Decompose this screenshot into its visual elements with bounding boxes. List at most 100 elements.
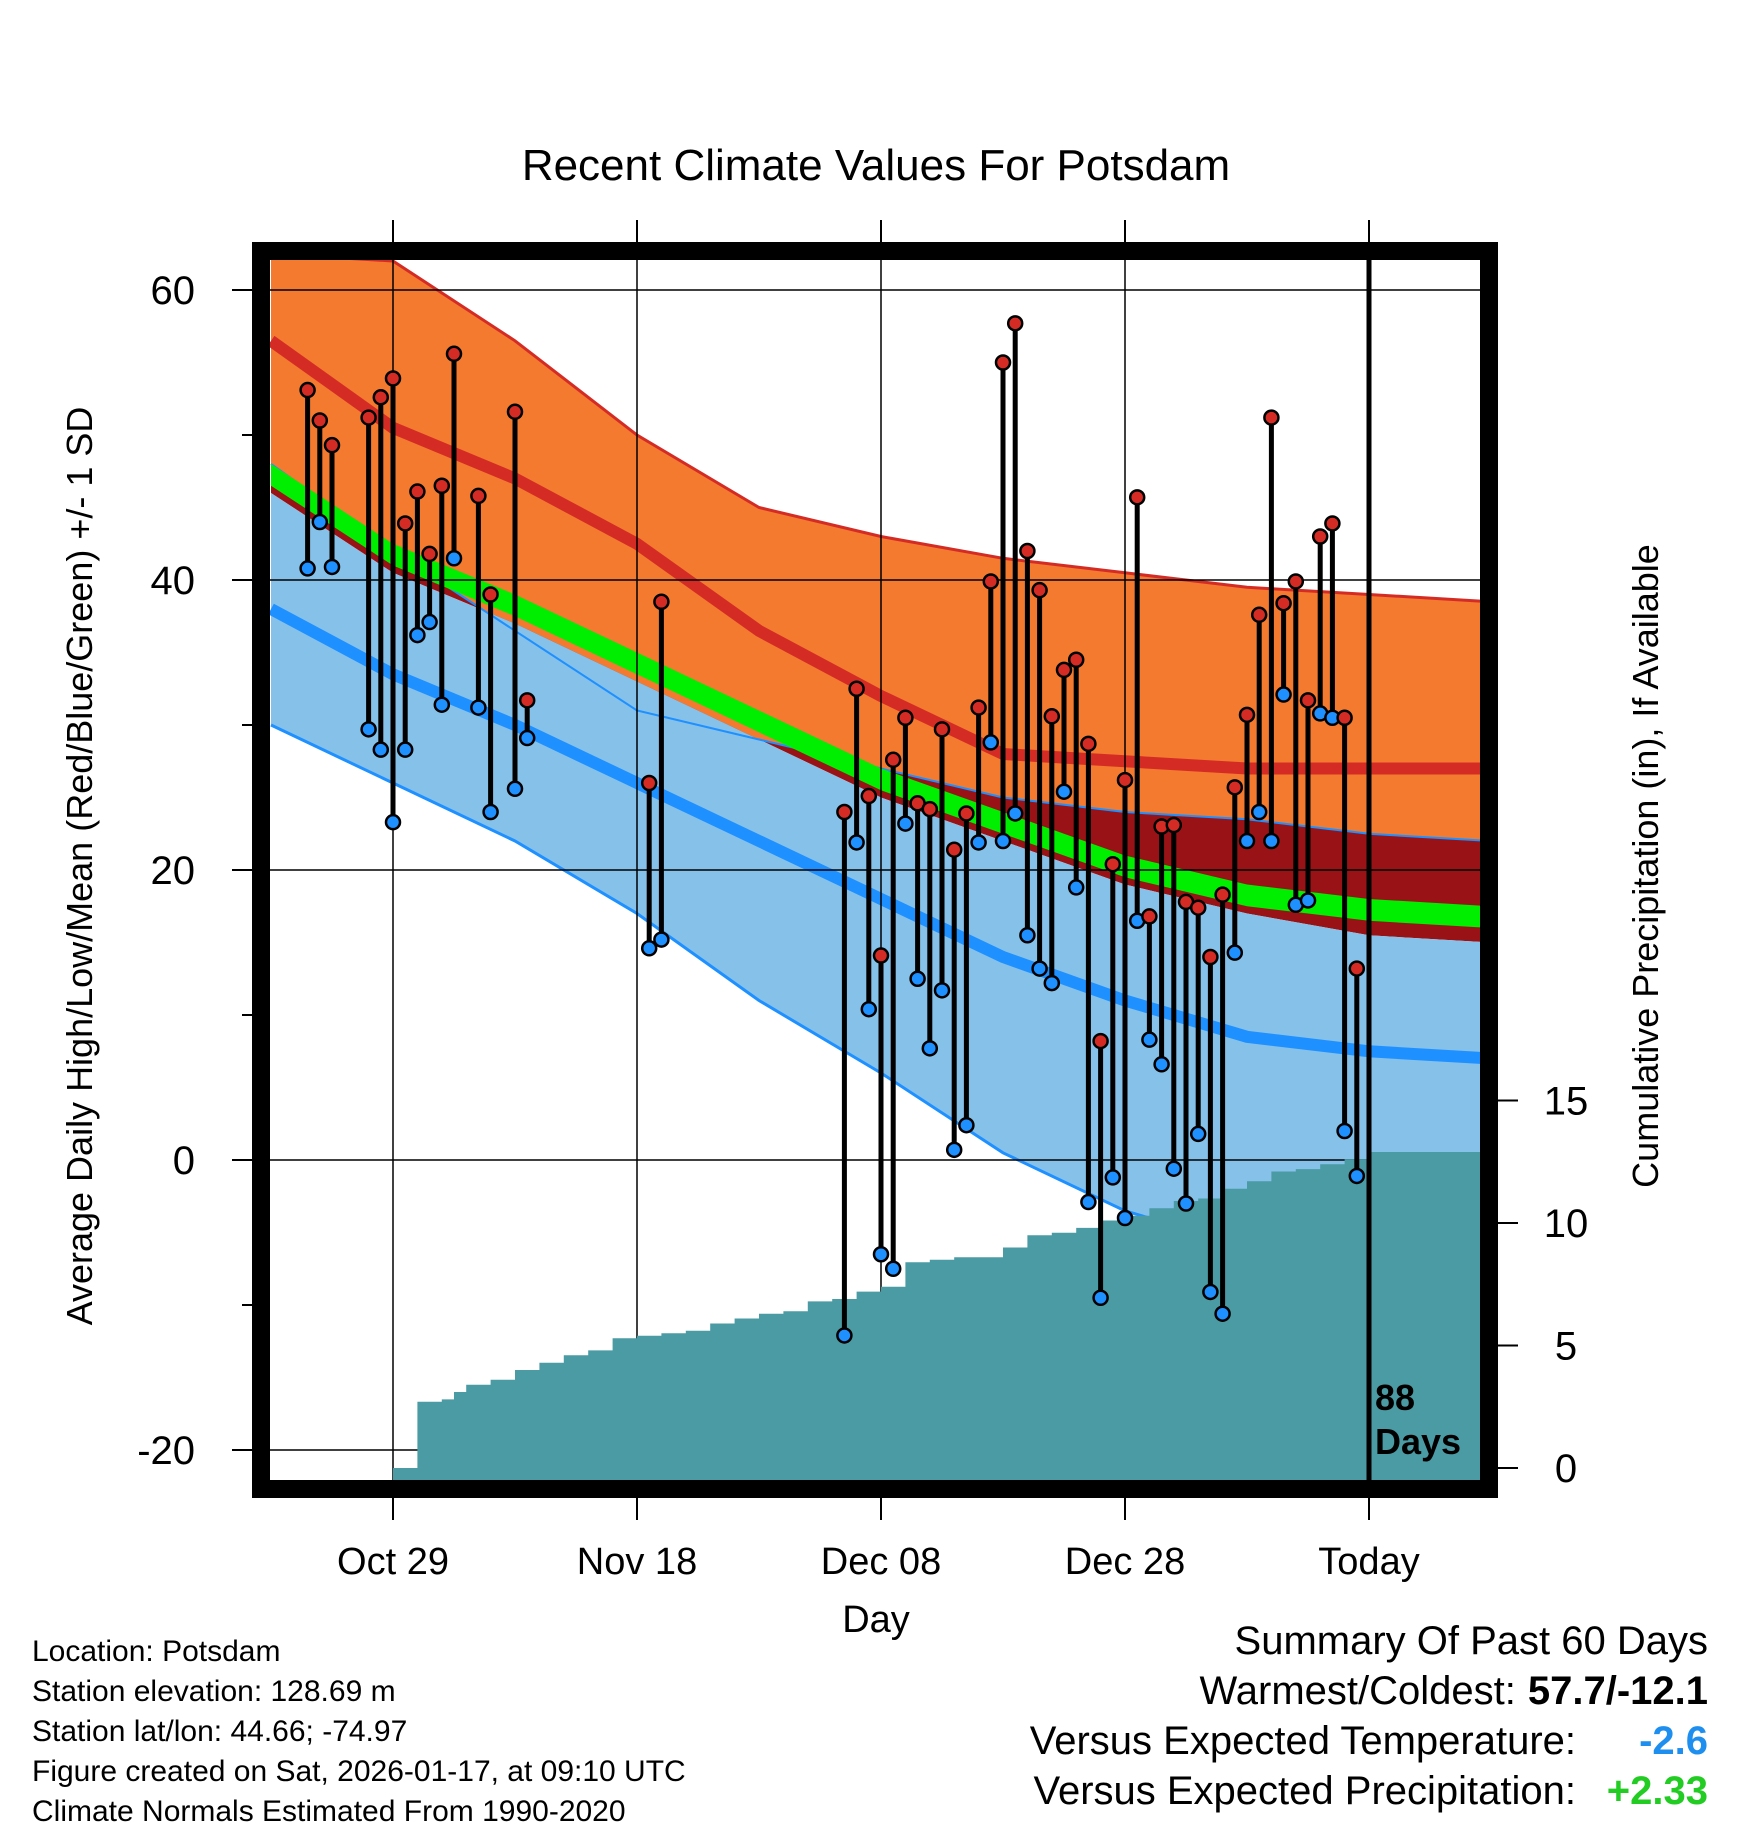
precip-anomaly-label: Versus Expected Precipitation: [1033, 1769, 1576, 1813]
obs-low-dot [1275, 686, 1292, 703]
obs-low-dot [1263, 832, 1280, 850]
today-days-number: 88 [1375, 1377, 1415, 1418]
obs-low-dot [1189, 1125, 1207, 1143]
obs-high-dot [1165, 816, 1183, 834]
obs-low-dot [445, 550, 463, 567]
obs-low-dot [872, 1246, 890, 1263]
chart-title: Recent Climate Values For Potsdam [522, 141, 1230, 190]
obs-high-dot [994, 354, 1012, 371]
obs-low-dot [360, 721, 377, 738]
obs-high-dot [933, 721, 951, 738]
obs-high-dot [970, 699, 987, 716]
obs-high-dot [1202, 948, 1219, 966]
obs-low-dot [1177, 1195, 1195, 1212]
y2-tick-label: 10 [1544, 1202, 1589, 1246]
obs-high-dot [372, 389, 390, 406]
obs-high-dot [384, 370, 402, 387]
y2-tick-label: 15 [1544, 1080, 1589, 1124]
obs-high-dot [1055, 661, 1073, 679]
obs-high-dot [958, 805, 975, 822]
obs-high-dot [1238, 706, 1256, 724]
obs-low-dot [1348, 1167, 1366, 1185]
obs-high-dot [1141, 908, 1158, 925]
obs-high-dot [1324, 515, 1341, 532]
precip-anomaly-value: +2.33 [1606, 1769, 1708, 1813]
obs-low-dot [836, 1327, 853, 1344]
obs-low-dot [640, 940, 658, 957]
obs-low-dot [1019, 927, 1036, 944]
x-tick-label: Nov 18 [577, 1541, 697, 1583]
obs-low-dot [1299, 892, 1317, 909]
obs-high-dot [506, 403, 524, 421]
obs-high-dot [1250, 606, 1268, 624]
obs-low-dot [921, 1040, 939, 1057]
obs-low-dot [1153, 1056, 1170, 1073]
obs-low-dot [1250, 803, 1268, 821]
obs-low-dot [994, 832, 1012, 850]
observations [299, 315, 1366, 1344]
obs-high-dot [860, 787, 878, 805]
obs-high-dot [1019, 542, 1036, 560]
obs-high-dot [884, 751, 902, 769]
latlon-text: Station lat/lon: 44.66; -74.97 [32, 1715, 408, 1748]
y-tick-label: 60 [151, 269, 196, 313]
axes: 60 40 20 0 -20 15 10 5 0 Oct 29 Nov 18 Dec 08 Dec 28… [137, 220, 1588, 1583]
obs-high-dot [1214, 886, 1231, 903]
obs-high-dot [1067, 651, 1085, 668]
y2-axis-label: Cumulative Precipitation (in), If Availa… [1625, 544, 1666, 1188]
obs-low-dot [958, 1116, 975, 1134]
obs-high-dot [482, 586, 499, 603]
obs-high-dot [1226, 779, 1244, 796]
x-tick-label: Today [1318, 1541, 1419, 1583]
obs-high-dot [518, 692, 536, 709]
warmest-label: Warmest/Coldest: [1199, 1669, 1516, 1713]
obs-low-dot [653, 931, 670, 948]
obs-low-dot [433, 696, 451, 713]
obs-high-dot [653, 593, 670, 610]
obs-high-dot [445, 345, 463, 363]
obs-low-dot [1092, 1289, 1109, 1306]
y2-tick-label: 5 [1555, 1325, 1577, 1369]
obs-high-dot [921, 800, 939, 818]
obs-high-dot [1006, 315, 1024, 332]
obs-high-dot [396, 515, 414, 532]
obs-low-dot [848, 834, 865, 851]
obs-high-dot [433, 477, 451, 494]
x-tick-label: Dec 08 [821, 1541, 941, 1583]
obs-low-dot [482, 803, 499, 821]
obs-low-dot [372, 741, 390, 758]
location-text: Location: Potsdam [32, 1635, 281, 1668]
normals-text: Climate Normals Estimated From 1990-2020 [32, 1795, 626, 1828]
summary-title: Summary Of Past 60 Days [1234, 1619, 1708, 1663]
obs-low-dot [421, 613, 438, 631]
precipitation-area [393, 1152, 1480, 1480]
obs-low-dot [982, 734, 1000, 751]
obs-high-dot [1263, 409, 1280, 426]
y-tick-label: 0 [173, 1139, 195, 1183]
high-sd-band [271, 260, 1480, 841]
obs-high-dot [323, 436, 341, 454]
obs-low-dot [506, 780, 524, 798]
obs-high-dot [836, 803, 853, 821]
obs-low-dot [396, 741, 414, 758]
obs-high-dot [872, 947, 890, 964]
y-tick-label: 40 [151, 559, 196, 603]
obs-low-dot [1202, 1283, 1219, 1301]
obs-low-dot [384, 813, 402, 831]
x-axis-label: Day [842, 1599, 910, 1641]
obs-high-dot [1299, 692, 1317, 709]
obs-high-dot [1128, 489, 1146, 506]
summary-panel: Summary Of Past 60 Days Warmest/Coldest:… [1030, 1616, 1708, 1816]
x-tick-label: Dec 28 [1065, 1541, 1185, 1583]
obs-low-dot [884, 1260, 902, 1277]
obs-high-dot [982, 573, 1000, 590]
obs-high-dot [1311, 528, 1329, 545]
obs-high-dot [1287, 573, 1305, 590]
obs-high-dot [640, 774, 658, 792]
obs-low-dot [970, 834, 987, 851]
obs-high-dot [1031, 581, 1048, 599]
obs-low-dot [933, 982, 951, 999]
obs-low-dot [1031, 960, 1048, 977]
